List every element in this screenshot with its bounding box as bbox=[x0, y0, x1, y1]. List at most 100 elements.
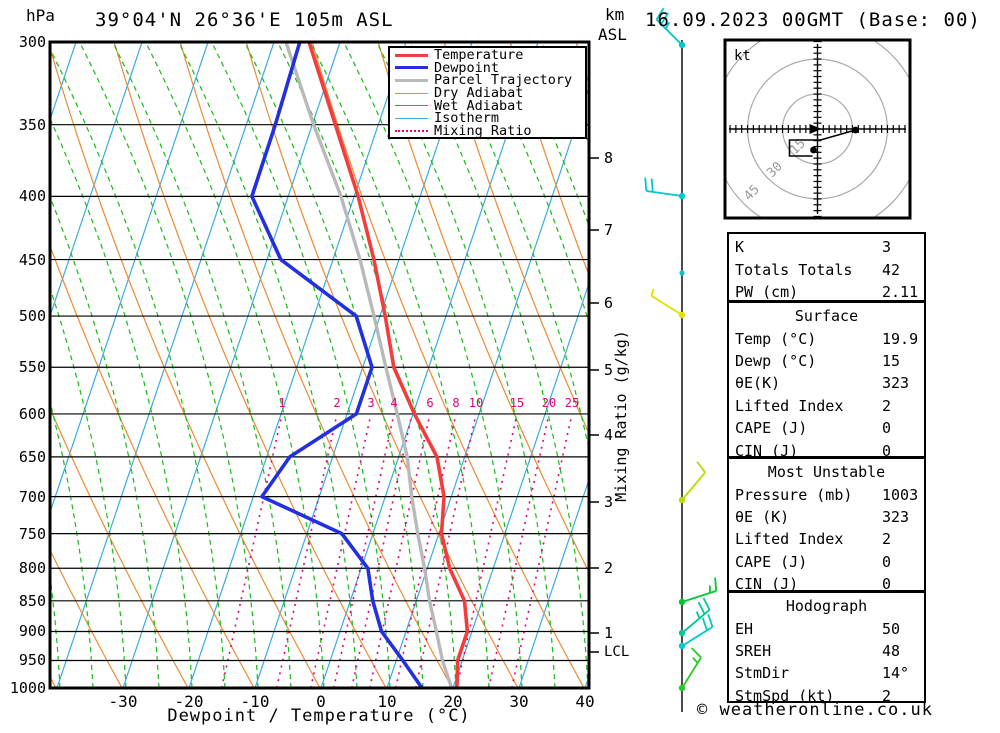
table-row: SREH 48 bbox=[735, 640, 918, 662]
temperature-tick-label: -30 bbox=[108, 692, 138, 711]
pressure-gridlines bbox=[51, 124, 588, 662]
table-row-label: Pressure (mb) bbox=[735, 485, 853, 504]
pressure-tick-label: 650 bbox=[18, 447, 46, 466]
altitude-tick-label: 8 bbox=[604, 149, 614, 167]
table-row: Lifted Index 2 bbox=[735, 528, 918, 550]
legend-item: Mixing Ratio bbox=[395, 124, 585, 138]
legend-label: Parcel Trajectory bbox=[434, 72, 573, 89]
altitude-tick-label: 5 bbox=[604, 361, 614, 379]
table-row: Dewp (°C) 15 bbox=[735, 350, 918, 372]
pressure-tick-label: 950 bbox=[18, 651, 46, 670]
table-title: Most Unstable bbox=[767, 463, 886, 481]
table-row-label: CAPE (J) bbox=[735, 419, 808, 438]
table-title: Hodograph bbox=[785, 597, 868, 615]
temperature-tick-label: 10 bbox=[377, 692, 397, 711]
mixing-ratio-label: 15 bbox=[509, 396, 525, 410]
mixing-ratio-label: 2 bbox=[333, 396, 341, 410]
temperature-tick-label: 30 bbox=[509, 692, 529, 711]
altitude-tick-label: 4 bbox=[604, 426, 614, 444]
table-row-value: 323 bbox=[882, 507, 910, 526]
table-row: θE(K) 323 bbox=[735, 372, 918, 394]
table-row: EH 50 bbox=[735, 617, 918, 639]
table-row: CAPE (J) 0 bbox=[735, 551, 918, 573]
table-title: Surface bbox=[794, 307, 859, 325]
mixing-ratio-label: 1 bbox=[278, 396, 286, 410]
table-row-label: θE (K) bbox=[735, 507, 790, 526]
legend-item: Isotherm bbox=[395, 112, 585, 125]
legend-sample-mixing-ratio bbox=[395, 129, 428, 132]
table-row: CAPE (J) 0 bbox=[735, 417, 918, 439]
wind-barb bbox=[679, 270, 685, 276]
pressure-tick-label: 600 bbox=[18, 404, 46, 423]
table-row-value: 323 bbox=[882, 374, 910, 393]
table-row-label: K bbox=[735, 238, 745, 257]
legend-item: Wet Adiabat bbox=[395, 99, 585, 112]
temperature-tick-label: 40 bbox=[575, 692, 595, 711]
table-row: StmSpd (kt) 2 bbox=[735, 685, 918, 707]
table-row: Lifted Index 2 bbox=[735, 395, 918, 417]
legend-sample-parcel-trajectory bbox=[395, 78, 428, 82]
table-row-value: 50 bbox=[882, 619, 901, 638]
indices-table-hodograph: Hodograph EH 50 SREH 48 StmDir 14° StmSpd (kt) 2 bbox=[727, 591, 926, 705]
table-row-value: 2 bbox=[882, 396, 892, 415]
legend-sample-dewpoint bbox=[395, 66, 428, 70]
table-row-label: Totals Totals bbox=[735, 260, 853, 279]
mixing-ratio-label: 6 bbox=[426, 396, 434, 410]
table-row: Temp (°C) 19.9 bbox=[735, 327, 918, 349]
table-row-label: Lifted Index bbox=[735, 530, 844, 549]
table-row: Totals Totals 42 bbox=[735, 258, 918, 280]
altitude-tick-label: 1 bbox=[604, 624, 614, 642]
table-row-label: EH bbox=[735, 619, 754, 638]
isotherms-group bbox=[51, 43, 588, 687]
pressure-tick-label: 450 bbox=[18, 250, 46, 269]
pressure-tick-label: 900 bbox=[18, 622, 46, 641]
legend-label: Dry Adiabat bbox=[434, 85, 524, 102]
pressure-tick-label: 850 bbox=[18, 591, 46, 610]
wind-barb bbox=[650, 288, 686, 319]
table-row: θE (K) 323 bbox=[735, 506, 918, 528]
table-row: PW (cm) 2.11 bbox=[735, 281, 918, 303]
legend-item: Dry Adiabat bbox=[395, 85, 585, 102]
table-row-value: 3 bbox=[882, 238, 892, 257]
table-row: CIN (J) 0 bbox=[735, 573, 918, 595]
datetime-label: 16.09.2023 00GMT (Base: 00) bbox=[645, 9, 981, 31]
table-row-label: Lifted Index bbox=[735, 396, 844, 415]
legend-label: Isotherm bbox=[434, 110, 500, 127]
table-row-value: 0 bbox=[882, 552, 892, 571]
legend-label: Temperature bbox=[434, 47, 524, 64]
pressure-tick-label: 300 bbox=[18, 33, 46, 51]
table-row: Pressure (mb) 1003 bbox=[735, 483, 918, 505]
legend-sample-isotherm bbox=[395, 117, 428, 119]
table-row-label: SREH bbox=[735, 641, 772, 660]
mixing-ratio-label: 25 bbox=[564, 396, 580, 410]
dry-adiabats-group bbox=[51, 43, 588, 687]
right-axis-label: Mixing Ratio (g/kg) bbox=[612, 330, 630, 502]
wind-barb bbox=[655, 7, 686, 49]
table-row-value: 0 bbox=[882, 419, 892, 438]
table-row-label: StmSpd (kt) bbox=[735, 686, 835, 705]
table-row-value: 2.11 bbox=[882, 282, 919, 301]
storm-motion-marker bbox=[809, 124, 822, 134]
altitude-axis-unit-asl: ASL bbox=[598, 25, 627, 44]
plot-frame bbox=[48, 40, 591, 690]
altitude-axis-unit-km: km bbox=[605, 5, 625, 24]
wind-barb bbox=[678, 647, 702, 692]
table-row-value: 1003 bbox=[882, 485, 919, 504]
mixing-ratio-label: 3 bbox=[367, 396, 375, 410]
table-row-value: 14° bbox=[882, 664, 910, 683]
temperature-tick-label: -20 bbox=[174, 692, 204, 711]
temperature-tick-label: -10 bbox=[240, 692, 270, 711]
wind-barb bbox=[644, 177, 686, 200]
pressure-tick-label: 500 bbox=[18, 307, 46, 326]
pressure-tick-label: 350 bbox=[18, 115, 46, 134]
table-row-value: 0 bbox=[882, 441, 892, 460]
wind-barb bbox=[678, 577, 718, 606]
mixing-ratio-label: 8 bbox=[452, 396, 460, 410]
wind-barb bbox=[678, 461, 706, 504]
indices-table-surface: Surface Temp (°C) 19.9 Dewp (°C) 15 θE(K) 323 L… bbox=[727, 301, 926, 460]
table-row-value: 2 bbox=[882, 530, 892, 549]
pressure-tick-label: 400 bbox=[18, 187, 46, 206]
indices-table-most-unstable: Most Unstable Pressure (mb) 1003 θE (K) 323 L… bbox=[727, 457, 926, 595]
